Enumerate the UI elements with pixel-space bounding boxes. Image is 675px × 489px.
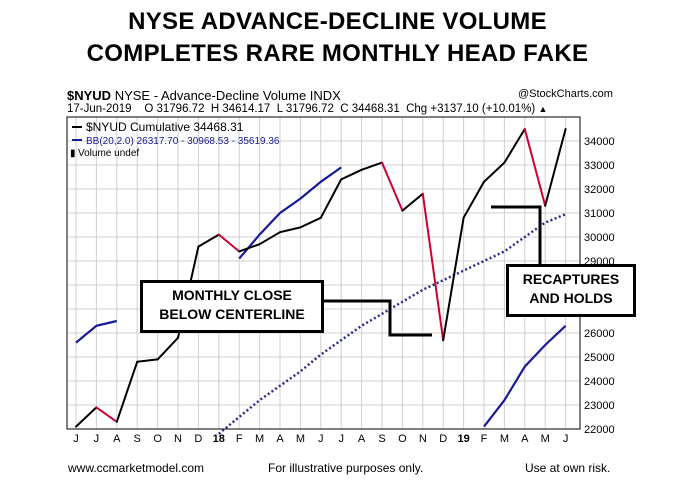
price-segment-up bbox=[197, 233, 220, 248]
x-tick-label: O bbox=[398, 433, 407, 445]
x-tick-label: S bbox=[378, 433, 385, 445]
x-tick-label: N bbox=[419, 433, 427, 445]
x-tick-label: O bbox=[153, 433, 162, 445]
price-segment-up bbox=[401, 192, 424, 212]
x-tick-label: A bbox=[113, 433, 121, 445]
price-segment-up bbox=[156, 336, 179, 361]
x-tick-label: J bbox=[318, 433, 324, 445]
x-tick-label: F bbox=[481, 433, 488, 445]
source-label: @StockCharts.com bbox=[518, 88, 613, 100]
x-tick-label: S bbox=[134, 433, 141, 445]
annotation-left-line1: MONTHLY CLOSE bbox=[172, 287, 292, 303]
footer-disclaimer: For illustrative purposes only. bbox=[268, 461, 424, 475]
y-tick-label: 33000 bbox=[584, 160, 615, 172]
footer-risk: Use at own risk. bbox=[525, 461, 611, 475]
price-segment-up bbox=[299, 216, 322, 229]
x-tick-label: J bbox=[338, 433, 344, 445]
x-tick-label: M bbox=[296, 433, 305, 445]
triangle-up-icon: ▲ bbox=[538, 104, 548, 114]
bb-lower-line bbox=[483, 324, 567, 428]
price-segment-up bbox=[340, 168, 363, 181]
annotation-right-line1: RECAPTURES bbox=[522, 271, 620, 287]
x-tick-label: 19 bbox=[457, 433, 469, 445]
price-segment-up bbox=[319, 178, 343, 219]
x-tick-label: A bbox=[521, 433, 529, 445]
close-value: C 34468.31 bbox=[340, 103, 400, 115]
bb-upper-line bbox=[75, 319, 118, 344]
legend-bb-label: BB(20,2.0) 26317.70 - 30968.53 - 35619.3… bbox=[86, 136, 280, 147]
open-value: O 31796.72 bbox=[144, 103, 205, 115]
chart-title-line1: NYSE ADVANCE-DECLINE VOLUME bbox=[128, 8, 547, 35]
callout-line-right bbox=[491, 205, 542, 264]
legend-volume-label: Volume undef bbox=[78, 148, 139, 159]
y-tick-label: 23000 bbox=[584, 400, 615, 412]
symbol-header: $NYUD NYSE - Advance-Decline Volume INDX bbox=[67, 88, 341, 103]
callout-lines bbox=[318, 205, 542, 337]
annotation-left-line2: BELOW CENTERLINE bbox=[159, 306, 305, 322]
x-tick-label: N bbox=[174, 433, 182, 445]
price-segment-up bbox=[238, 243, 261, 253]
footer-website: www.ccmarketmodel.com bbox=[68, 461, 205, 475]
y-tick-label: 25000 bbox=[584, 352, 615, 364]
price-segment-up bbox=[258, 231, 281, 246]
x-tick-label: M bbox=[255, 433, 264, 445]
symbol: $NYUD bbox=[67, 88, 112, 103]
y-tick-label: 22000 bbox=[584, 424, 615, 436]
price-segment-up bbox=[115, 360, 139, 423]
price-segment-up bbox=[483, 161, 506, 183]
x-tick-label: J bbox=[94, 433, 100, 445]
price-segment-down bbox=[523, 128, 547, 207]
chart-title-line2: COMPLETES RARE MONTHLY HEAD FAKE bbox=[86, 40, 589, 67]
annotation-recaptures: RECAPTURES AND HOLDS bbox=[506, 264, 636, 317]
bb-middle-line bbox=[218, 213, 567, 435]
ohlc-row: 17-Jun-2019 O 31796.72 H 34614.17 L 3179… bbox=[67, 103, 547, 115]
x-tick-label: D bbox=[194, 433, 202, 445]
price-segment-down bbox=[95, 406, 118, 423]
x-tick-label: M bbox=[541, 433, 550, 445]
x-tick-label: J bbox=[563, 433, 569, 445]
high-value: H 34614.17 bbox=[210, 103, 271, 115]
y-tick-label: 34000 bbox=[584, 136, 615, 148]
price-segment-up bbox=[136, 358, 159, 363]
price-segment-up bbox=[75, 406, 98, 428]
date-label: 17-Jun-2019 bbox=[67, 103, 132, 115]
y-tick-label: 26000 bbox=[584, 328, 615, 340]
price-segment-up bbox=[544, 128, 567, 207]
y-tick-label: 32000 bbox=[584, 184, 615, 196]
x-tick-label: M bbox=[500, 433, 509, 445]
price-line bbox=[75, 128, 567, 428]
price-segment-up bbox=[279, 226, 302, 234]
bollinger-bands bbox=[75, 166, 567, 435]
y-tick-label: 24000 bbox=[584, 376, 615, 388]
price-segment-up bbox=[503, 128, 526, 164]
x-tick-label: 18 bbox=[213, 433, 225, 445]
y-tick-label: 30000 bbox=[584, 232, 615, 244]
price-segment-down bbox=[421, 192, 445, 342]
bar-chart-icon: ▮ bbox=[70, 148, 76, 159]
x-tick-label: A bbox=[358, 433, 366, 445]
x-tick-label: F bbox=[236, 433, 243, 445]
x-tick-label: J bbox=[73, 433, 79, 445]
price-segment-down bbox=[217, 233, 241, 253]
axis-ticks: 2200023000240002500026000270002800029000… bbox=[73, 136, 614, 445]
symbol-description: NYSE - Advance-Decline Volume INDX bbox=[114, 88, 341, 103]
legend: $NYUD Cumulative 34468.31 BB(20,2.0) 263… bbox=[70, 120, 280, 159]
x-tick-label: A bbox=[276, 433, 284, 445]
low-value: L 31796.72 bbox=[276, 103, 334, 115]
change-value: Chg +3137.10 (+10.01%) bbox=[406, 103, 536, 115]
annotation-right-line2: AND HOLDS bbox=[529, 290, 613, 306]
annotation-monthly-close: MONTHLY CLOSE BELOW CENTERLINE bbox=[140, 280, 324, 333]
price-segment-up bbox=[462, 180, 485, 219]
price-segment-up bbox=[442, 216, 465, 342]
y-tick-label: 31000 bbox=[584, 208, 615, 220]
price-segment-down bbox=[381, 161, 404, 212]
legend-line-label: $NYUD Cumulative 34468.31 bbox=[86, 120, 244, 134]
x-tick-label: D bbox=[439, 433, 447, 445]
callout-line-left bbox=[318, 299, 432, 337]
price-segment-up bbox=[360, 161, 383, 171]
bb-upper-line bbox=[238, 166, 342, 260]
